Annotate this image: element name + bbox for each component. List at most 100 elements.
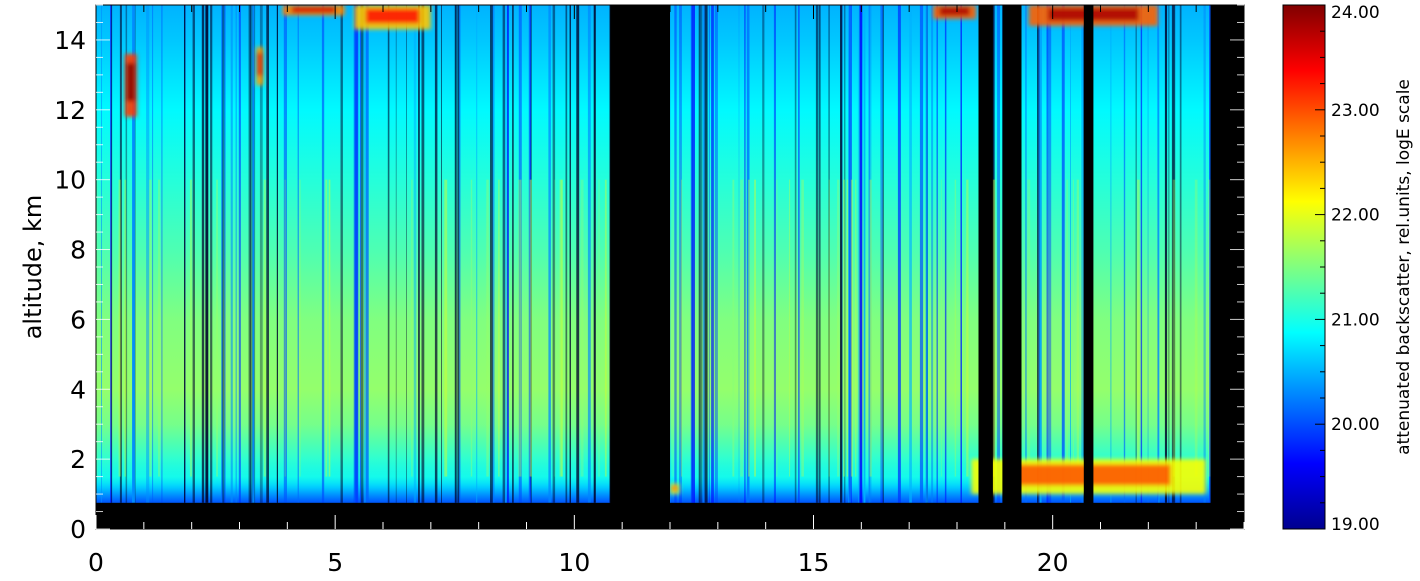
profile-streak (283, 5, 287, 503)
profile-streak (119, 5, 122, 503)
y-tick-label: 0 (70, 515, 86, 544)
profile-streak (529, 179, 532, 477)
profile-streak (846, 179, 849, 477)
profile-streak (299, 179, 301, 477)
profile-streak (530, 5, 532, 503)
profile-streak (266, 5, 269, 503)
profile-streak (507, 5, 509, 503)
y-tick-label: 8 (70, 236, 86, 265)
colorbar-ticks: 19.00 20.00 21.00 22.00 23.00 24.00 (1315, 3, 1380, 535)
profile-streak (954, 179, 957, 477)
cloud-core (257, 52, 263, 76)
profile-streak (789, 179, 791, 477)
profile-streak (699, 5, 703, 503)
profile-streak (528, 5, 531, 503)
y-tick-label: 4 (70, 375, 86, 404)
cloud-core (671, 485, 679, 492)
profile-streak (184, 5, 186, 503)
profile-streak (223, 5, 226, 503)
profile-streak (146, 5, 150, 503)
profile-streak (498, 179, 500, 477)
x-tick-label: 15 (798, 548, 830, 577)
profile-streak (1046, 5, 1049, 503)
profile-streak (221, 5, 223, 503)
profile-streak (216, 179, 218, 477)
profile-streak (149, 179, 152, 477)
profile-streak (250, 5, 253, 503)
profile-streak (192, 5, 194, 503)
profile-streak (512, 5, 514, 503)
profile-streak (158, 179, 160, 477)
profile-streak (1209, 5, 1212, 503)
no-data-region (1002, 5, 1022, 529)
profile-streak (698, 5, 701, 503)
profile-streak (840, 5, 843, 503)
colorbar-tick-label: 24.00 (1331, 3, 1380, 23)
profile-streak (897, 5, 901, 503)
profile-streak (554, 179, 556, 477)
x-tick-label: 5 (327, 548, 343, 577)
profile-streak (364, 5, 366, 503)
profile-streak (850, 179, 853, 477)
x-tick-label: 0 (88, 548, 104, 577)
profile-streak (604, 179, 607, 477)
profile-streak (869, 179, 872, 477)
profile-streak (504, 5, 507, 503)
profile-streak (434, 5, 438, 503)
profile-streak (1110, 5, 1112, 503)
profile-streak (587, 5, 591, 503)
profile-streak (868, 5, 872, 503)
profile-streak (828, 179, 830, 477)
profile-streak (828, 5, 830, 503)
cloud-core (365, 8, 420, 24)
profile-streak (248, 5, 251, 503)
profile-streak (328, 179, 331, 477)
y-tick-label: 12 (54, 96, 86, 125)
profile-streak (230, 5, 233, 503)
profile-streak (1140, 5, 1143, 503)
profile-streak (110, 5, 112, 503)
profile-streak (421, 5, 425, 503)
profile-streak (738, 5, 740, 503)
profile-streak (776, 179, 778, 477)
profile-streak (708, 5, 710, 503)
profile-streak (470, 179, 473, 477)
profile-streak (843, 179, 845, 477)
profile-streak (857, 5, 860, 503)
profile-streak (161, 5, 163, 503)
profile-streak (1066, 179, 1069, 477)
profile-streak (252, 5, 255, 503)
profile-streak (992, 179, 996, 477)
profile-streak (413, 5, 417, 503)
profile-streak (997, 5, 1000, 503)
profile-streak (235, 5, 237, 503)
profile-streak (1168, 5, 1170, 503)
profile-streak (552, 5, 556, 503)
profile-streak (569, 5, 571, 503)
profile-streak (794, 5, 797, 503)
profile-streak (931, 5, 934, 503)
profile-streak (395, 5, 397, 503)
profile-streak (328, 179, 331, 477)
profile-streak (960, 5, 962, 503)
profile-streak (96, 179, 98, 477)
y-tick-label: 10 (54, 166, 86, 195)
profile-streak (798, 5, 800, 503)
profile-streak (518, 5, 522, 503)
profile-streak (740, 179, 744, 477)
profile-streak (754, 179, 756, 477)
profile-streak (297, 5, 299, 503)
x-tick-label: 20 (1037, 548, 1069, 577)
profile-streak (576, 5, 580, 503)
profile-streak (565, 5, 568, 503)
profile-streak (441, 5, 442, 503)
y-axis: 0 2 4 6 8 10 12 14 (54, 4, 1244, 544)
profile-streak (1137, 179, 1140, 477)
profile-streak (919, 5, 924, 503)
profile-streak (486, 179, 489, 477)
plot-area (96, 5, 1244, 529)
profile-streak (681, 179, 683, 477)
cloud-core (291, 6, 336, 13)
profile-streak (340, 5, 343, 503)
profile-streak (1203, 5, 1206, 503)
